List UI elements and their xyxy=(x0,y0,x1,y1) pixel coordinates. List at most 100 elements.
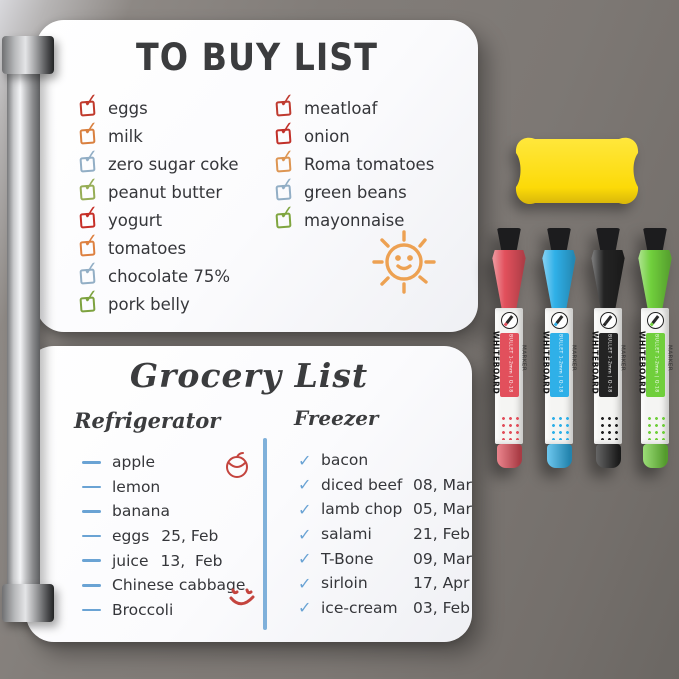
check-icon: ✓ xyxy=(298,450,312,470)
todo-item-label: eggs xyxy=(108,98,148,118)
marker-brand-label: WHITEBOARD xyxy=(541,331,551,395)
list-item: ✓ diced beef 08, Mar xyxy=(298,473,472,498)
marker-word-label: MARKER xyxy=(619,345,626,372)
marker-word-label: MARKER xyxy=(570,345,577,372)
refrigerator-heading: Refrigerator xyxy=(74,408,221,433)
marker-spec-band: BULLET 1-2mm | Q-18 xyxy=(646,333,666,397)
check-icon: ✓ xyxy=(277,144,296,168)
to-buy-left-column: ✓ eggs ✓ milk ✓ zero sugar coke ✓ peanut… xyxy=(79,89,239,318)
marker-cap xyxy=(591,250,625,308)
item-name: ice-cream xyxy=(321,598,398,617)
to-buy-right-column: ✓ meatloaf ✓ onion ✓ Roma tomatoes ✓ gre… xyxy=(275,88,434,234)
checkbox-icon: ✓ xyxy=(79,285,99,313)
fridge-handle-bracket-top xyxy=(2,36,54,74)
marker-spec-label: BULLET 1-2mm | Q-18 xyxy=(606,334,612,393)
marker-brush-tip-icon xyxy=(643,228,667,250)
column-divider-line xyxy=(263,438,267,630)
check-icon: ✓ xyxy=(81,228,100,252)
checkbox-icon: ✓ xyxy=(275,201,295,229)
checkbox-icon: ✓ xyxy=(79,173,99,201)
marker-dots-pattern xyxy=(598,414,618,440)
marker-end-cap xyxy=(595,444,621,468)
marker-dots-pattern xyxy=(645,414,665,440)
todo-item-label: meatloaf xyxy=(304,98,378,118)
todo-item-label: milk xyxy=(108,126,143,146)
check-icon: ✓ xyxy=(298,549,312,569)
refrigerator-list: apple lemon banana eggs 25, Feb juice 13, … xyxy=(82,450,257,622)
marker-word-label: MARKER xyxy=(666,345,673,372)
to-buy-title: TO BUY LIST xyxy=(136,36,378,79)
list-item: ✓ bacon xyxy=(298,448,472,473)
whiteboard-eraser xyxy=(515,137,639,205)
todo-item: ✓ pork belly xyxy=(79,285,239,318)
list-item: ✓ T-Bone 09, Mar xyxy=(298,546,472,571)
marker-spec-band: BULLET 1-2mm | Q-18 xyxy=(500,333,520,397)
freezer-list: ✓ bacon ✓ diced beef 08, Mar ✓ lamb chop 05, … xyxy=(298,448,472,620)
item-name: T-Bone xyxy=(321,549,374,568)
dash-icon xyxy=(82,461,101,464)
check-icon: ✓ xyxy=(81,144,100,168)
todo-item-label: peanut butter xyxy=(108,182,223,202)
marker-dots-pattern xyxy=(499,414,519,440)
check-icon: ✓ xyxy=(277,200,296,224)
todo-item-label: yogurt xyxy=(108,210,163,230)
item-name: salami xyxy=(321,525,372,544)
list-item: ✓ ice-cream 03, Feb xyxy=(298,596,472,621)
marker-logo-icon xyxy=(500,312,518,329)
marker-body: WHITEBOARD BULLET 1-2mm | Q-18 MARKER xyxy=(491,308,527,444)
check-icon: ✓ xyxy=(277,116,296,140)
check-icon: ✓ xyxy=(277,172,296,196)
check-icon: ✓ xyxy=(81,116,100,140)
todo-item-label: onion xyxy=(304,126,350,146)
fridge-handle xyxy=(7,44,40,604)
marker-cap xyxy=(638,250,672,308)
marker-end-cap xyxy=(642,444,668,468)
apple-doodle xyxy=(226,452,248,478)
item-name: Broccoli xyxy=(112,600,174,619)
todo-item: ✓ zero sugar coke xyxy=(79,144,239,178)
checkbox-icon: ✓ xyxy=(79,229,99,257)
list-item: Chinese cabbage xyxy=(82,573,257,598)
checkbox-icon: ✓ xyxy=(79,89,99,117)
marker-word-label: MARKER xyxy=(520,345,527,372)
checkbox-icon: ✓ xyxy=(275,145,295,173)
dash-icon xyxy=(82,583,101,587)
dash-icon xyxy=(82,510,101,513)
todo-item: ✓ tomatoes xyxy=(79,229,239,262)
item-name: banana xyxy=(112,502,170,521)
item-date: 05, Mar xyxy=(413,500,472,519)
item-name: apple xyxy=(112,453,156,472)
todo-item-label: chocolate 75% xyxy=(108,266,231,286)
marker-spec-label: BULLET 1-2mm | Q-18 xyxy=(507,334,513,393)
todo-item-label: mayonnaise xyxy=(304,210,405,230)
todo-item: ✓ meatloaf xyxy=(275,88,434,122)
item-name: sirloin xyxy=(321,574,368,593)
dash-icon xyxy=(82,559,101,562)
marker-body: WHITEBOARD BULLET 1-2mm | Q-18 MARKER xyxy=(590,308,626,444)
todo-item-label: pork belly xyxy=(108,294,190,314)
item-name: juice xyxy=(112,551,149,570)
dash-icon xyxy=(82,608,101,612)
marker-brand-label: WHITEBOARD xyxy=(491,331,501,395)
marker-logo-icon xyxy=(599,312,617,329)
item-name: Chinese cabbage xyxy=(112,576,246,595)
marker-logo-icon xyxy=(646,312,664,329)
list-item: ✓ lamb chop 05, Mar xyxy=(298,497,472,522)
dash-icon xyxy=(82,485,101,489)
check-icon: ✓ xyxy=(81,256,100,280)
marker-spec-label: BULLET 1-2mm | Q-18 xyxy=(557,334,563,393)
list-item: juice 13, Feb xyxy=(82,548,257,573)
list-item: Broccoli xyxy=(82,598,257,623)
list-item: banana xyxy=(82,499,257,524)
check-icon: ✓ xyxy=(298,475,312,495)
freezer-heading: Freezer xyxy=(294,406,379,430)
grocery-whiteboard: Grocery List Refrigerator Freezer apple … xyxy=(26,346,472,642)
list-item: ✓ salami 21, Feb xyxy=(298,522,472,547)
check-icon: ✓ xyxy=(277,88,296,112)
marker-brush-tip-icon xyxy=(547,228,571,250)
item-date: 13, Feb xyxy=(160,551,223,570)
marker-end-cap xyxy=(546,444,572,468)
checkbox-icon: ✓ xyxy=(275,117,295,145)
marker-cap xyxy=(542,250,576,308)
